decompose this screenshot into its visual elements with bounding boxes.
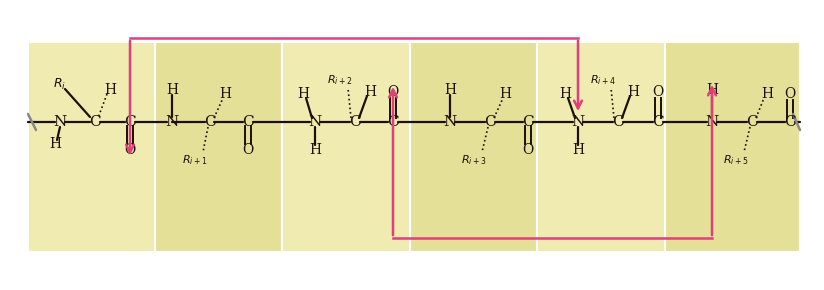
Text: $R_{i+4}$: $R_{i+4}$ — [590, 73, 616, 87]
Text: C: C — [652, 115, 664, 129]
Text: C: C — [612, 115, 624, 129]
Text: $R_{i+3}$: $R_{i+3}$ — [461, 153, 487, 167]
Text: C: C — [242, 115, 254, 129]
Text: N: N — [571, 115, 584, 129]
Text: H: H — [761, 87, 773, 101]
Text: O: O — [242, 143, 254, 157]
Text: O: O — [522, 143, 534, 157]
Text: N: N — [166, 115, 179, 129]
Text: O: O — [784, 87, 796, 101]
Text: C: C — [387, 115, 399, 129]
Text: C: C — [485, 115, 496, 129]
Text: O: O — [387, 85, 399, 99]
Text: C: C — [522, 115, 534, 129]
Text: H: H — [309, 143, 321, 157]
Text: H: H — [219, 87, 231, 101]
Text: H: H — [104, 83, 116, 97]
Text: N: N — [308, 115, 321, 129]
Text: H: H — [559, 87, 571, 101]
Text: $R_i$: $R_i$ — [54, 77, 67, 92]
Text: H: H — [297, 87, 309, 101]
Text: $R_{i+1}$: $R_{i+1}$ — [182, 153, 208, 167]
Text: H: H — [499, 87, 511, 101]
Text: C: C — [204, 115, 216, 129]
Text: C: C — [784, 115, 796, 129]
Text: $R_{i+5}$: $R_{i+5}$ — [723, 153, 749, 167]
Text: C: C — [747, 115, 758, 129]
Text: H: H — [627, 85, 639, 99]
Text: N: N — [705, 115, 719, 129]
Bar — [28, 42, 155, 252]
Text: H: H — [166, 83, 178, 97]
Text: N: N — [54, 115, 67, 129]
Text: O: O — [124, 143, 136, 157]
Text: O: O — [653, 85, 663, 99]
Text: C: C — [124, 115, 136, 129]
Text: N: N — [443, 115, 456, 129]
Bar — [665, 42, 800, 252]
Text: H: H — [364, 85, 376, 99]
Text: H: H — [706, 83, 718, 97]
Text: H: H — [444, 83, 456, 97]
Text: C: C — [89, 115, 101, 129]
Text: H: H — [49, 137, 61, 151]
Bar — [282, 42, 410, 252]
Bar — [155, 42, 282, 252]
Text: H: H — [572, 143, 584, 157]
Text: $R_{i+2}$: $R_{i+2}$ — [327, 73, 353, 87]
Bar — [537, 42, 665, 252]
Text: C: C — [349, 115, 361, 129]
Bar — [410, 42, 537, 252]
